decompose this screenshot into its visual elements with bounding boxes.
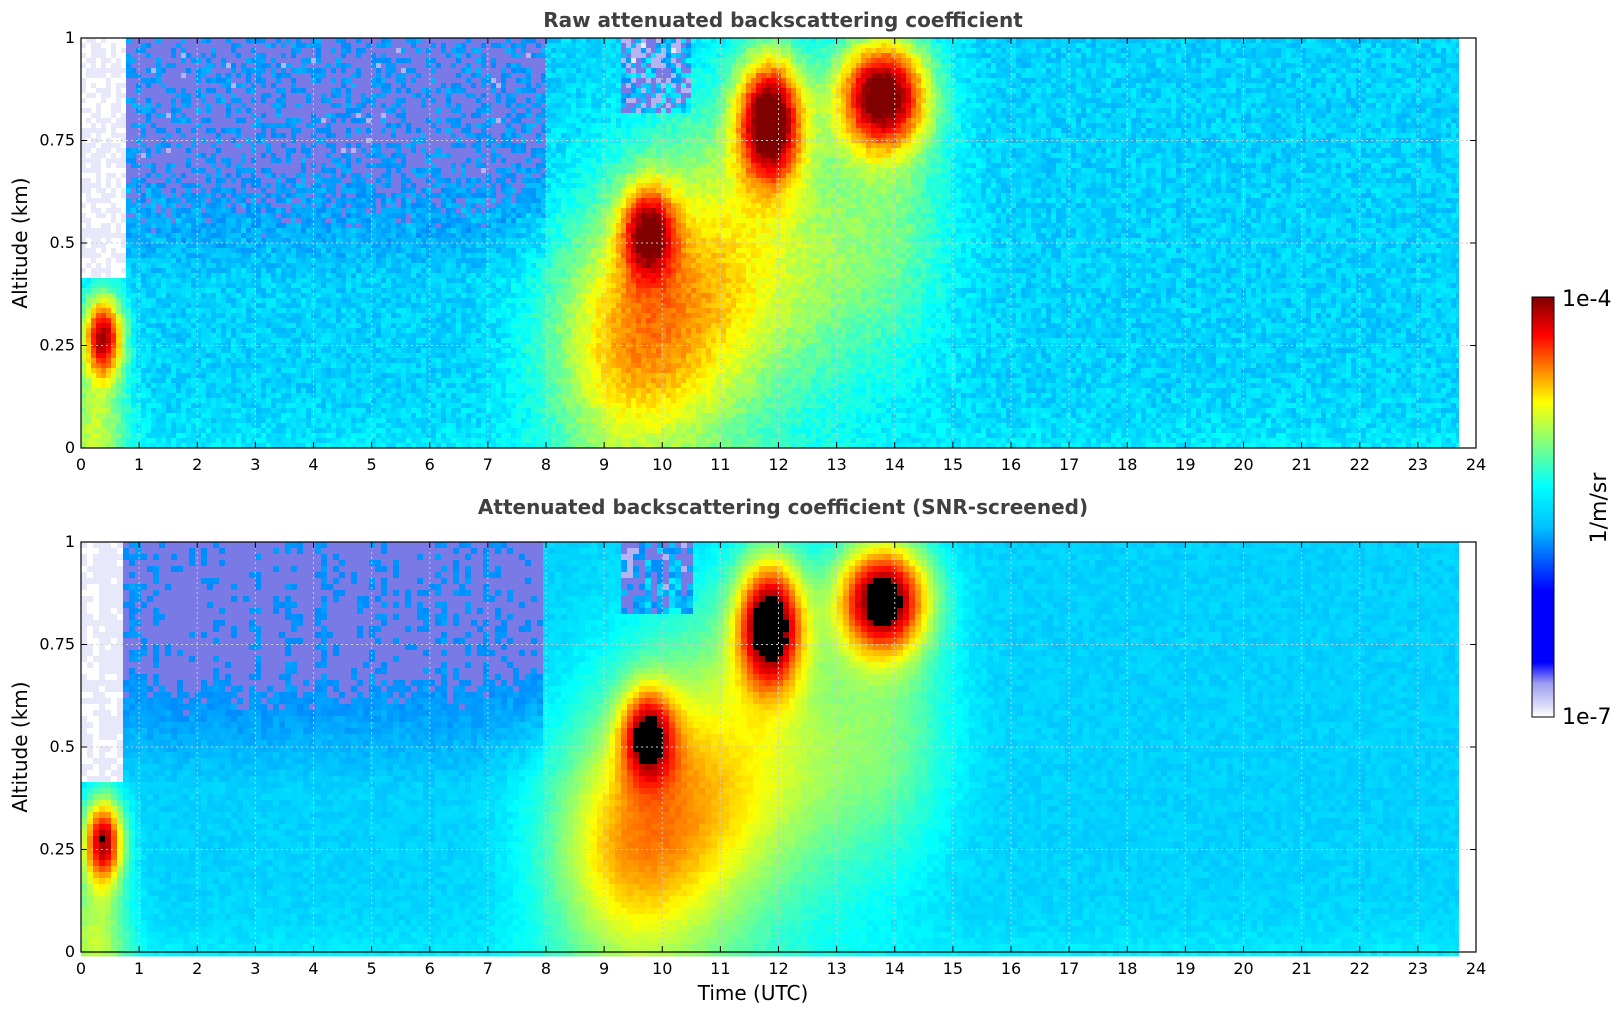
x-tick-label: 8 [541, 959, 551, 978]
x-tick-label: 13 [826, 455, 846, 474]
y-tick-label: 0.5 [50, 737, 75, 756]
x-axis-label: Time (UTC) [697, 981, 809, 1005]
x-tick-label: 21 [1291, 959, 1311, 978]
x-tick-label: 2 [192, 455, 202, 474]
x-tick-label: 16 [1001, 455, 1021, 474]
x-tick-label: 6 [425, 959, 435, 978]
y-tick-label: 0 [65, 438, 75, 457]
x-tick-label: 12 [768, 455, 788, 474]
y-tick-label: 0.75 [39, 635, 75, 654]
x-tick-label: 7 [483, 455, 493, 474]
x-tick-label: 23 [1408, 455, 1428, 474]
colorbar: 1e-4 1e-7 1/m/sr [1532, 287, 1612, 730]
x-tick-label: 17 [1059, 959, 1079, 978]
y-axis-label: Altitude (km) [8, 177, 32, 308]
heatmap-image [81, 542, 1459, 956]
x-tick-label: 4 [308, 959, 318, 978]
x-tick-label: 11 [710, 959, 730, 978]
y-tick-label: 1 [65, 28, 75, 47]
x-tick-label: 6 [425, 455, 435, 474]
x-tick-label: 7 [483, 959, 493, 978]
panel-title: Attenuated backscattering coefficient (S… [478, 495, 1088, 519]
x-tick-label: 1 [134, 959, 144, 978]
x-tick-label: 0 [76, 455, 86, 474]
colorbar-unit-label: 1/m/sr [1587, 472, 1612, 544]
x-tick-label: 24 [1466, 455, 1486, 474]
colorbar-max-label: 1e-4 [1562, 287, 1611, 312]
snr-screened-panel: Attenuated backscattering coefficient (S… [8, 495, 1486, 1005]
x-tick-label: 9 [599, 455, 609, 474]
y-tick-label: 0.25 [39, 336, 75, 355]
x-tick-label: 19 [1175, 455, 1195, 474]
colorbar-min-label: 1e-7 [1562, 705, 1611, 730]
x-tick-label: 14 [885, 959, 905, 978]
x-tick-label: 14 [885, 455, 905, 474]
x-tick-label: 1 [134, 455, 144, 474]
x-tick-label: 15 [943, 455, 963, 474]
raw-backscatter-panel: Raw attenuated backscattering coefficien… [8, 8, 1486, 474]
colorbar-gradient [1532, 297, 1554, 717]
x-tick-label: 21 [1291, 455, 1311, 474]
x-tick-label: 15 [943, 959, 963, 978]
x-tick-label: 11 [710, 455, 730, 474]
x-tick-label: 4 [308, 455, 318, 474]
x-tick-label: 18 [1117, 455, 1137, 474]
x-tick-label: 23 [1408, 959, 1428, 978]
y-tick-label: 0 [65, 942, 75, 961]
x-tick-label: 3 [250, 959, 260, 978]
x-tick-label: 20 [1233, 455, 1253, 474]
x-tick-label: 9 [599, 959, 609, 978]
x-tick-label: 8 [541, 455, 551, 474]
x-tick-label: 5 [367, 455, 377, 474]
x-tick-label: 10 [652, 455, 672, 474]
x-tick-label: 24 [1466, 959, 1486, 978]
y-tick-label: 0.25 [39, 840, 75, 859]
x-tick-label: 18 [1117, 959, 1137, 978]
x-tick-label: 10 [652, 959, 672, 978]
x-tick-label: 17 [1059, 455, 1079, 474]
x-tick-label: 3 [250, 455, 260, 474]
y-tick-label: 0.5 [50, 233, 75, 252]
x-tick-label: 2 [192, 959, 202, 978]
x-tick-label: 5 [367, 959, 377, 978]
y-tick-label: 1 [65, 532, 75, 551]
panel-title: Raw attenuated backscattering coefficien… [543, 8, 1023, 32]
x-tick-label: 12 [768, 959, 788, 978]
x-tick-label: 16 [1001, 959, 1021, 978]
y-axis-label: Altitude (km) [8, 681, 32, 812]
y-tick-label: 0.75 [39, 131, 75, 150]
x-tick-label: 20 [1233, 959, 1253, 978]
x-tick-label: 19 [1175, 959, 1195, 978]
x-tick-label: 13 [826, 959, 846, 978]
x-tick-label: 22 [1350, 959, 1370, 978]
x-tick-label: 0 [76, 959, 86, 978]
x-tick-label: 22 [1350, 455, 1370, 474]
